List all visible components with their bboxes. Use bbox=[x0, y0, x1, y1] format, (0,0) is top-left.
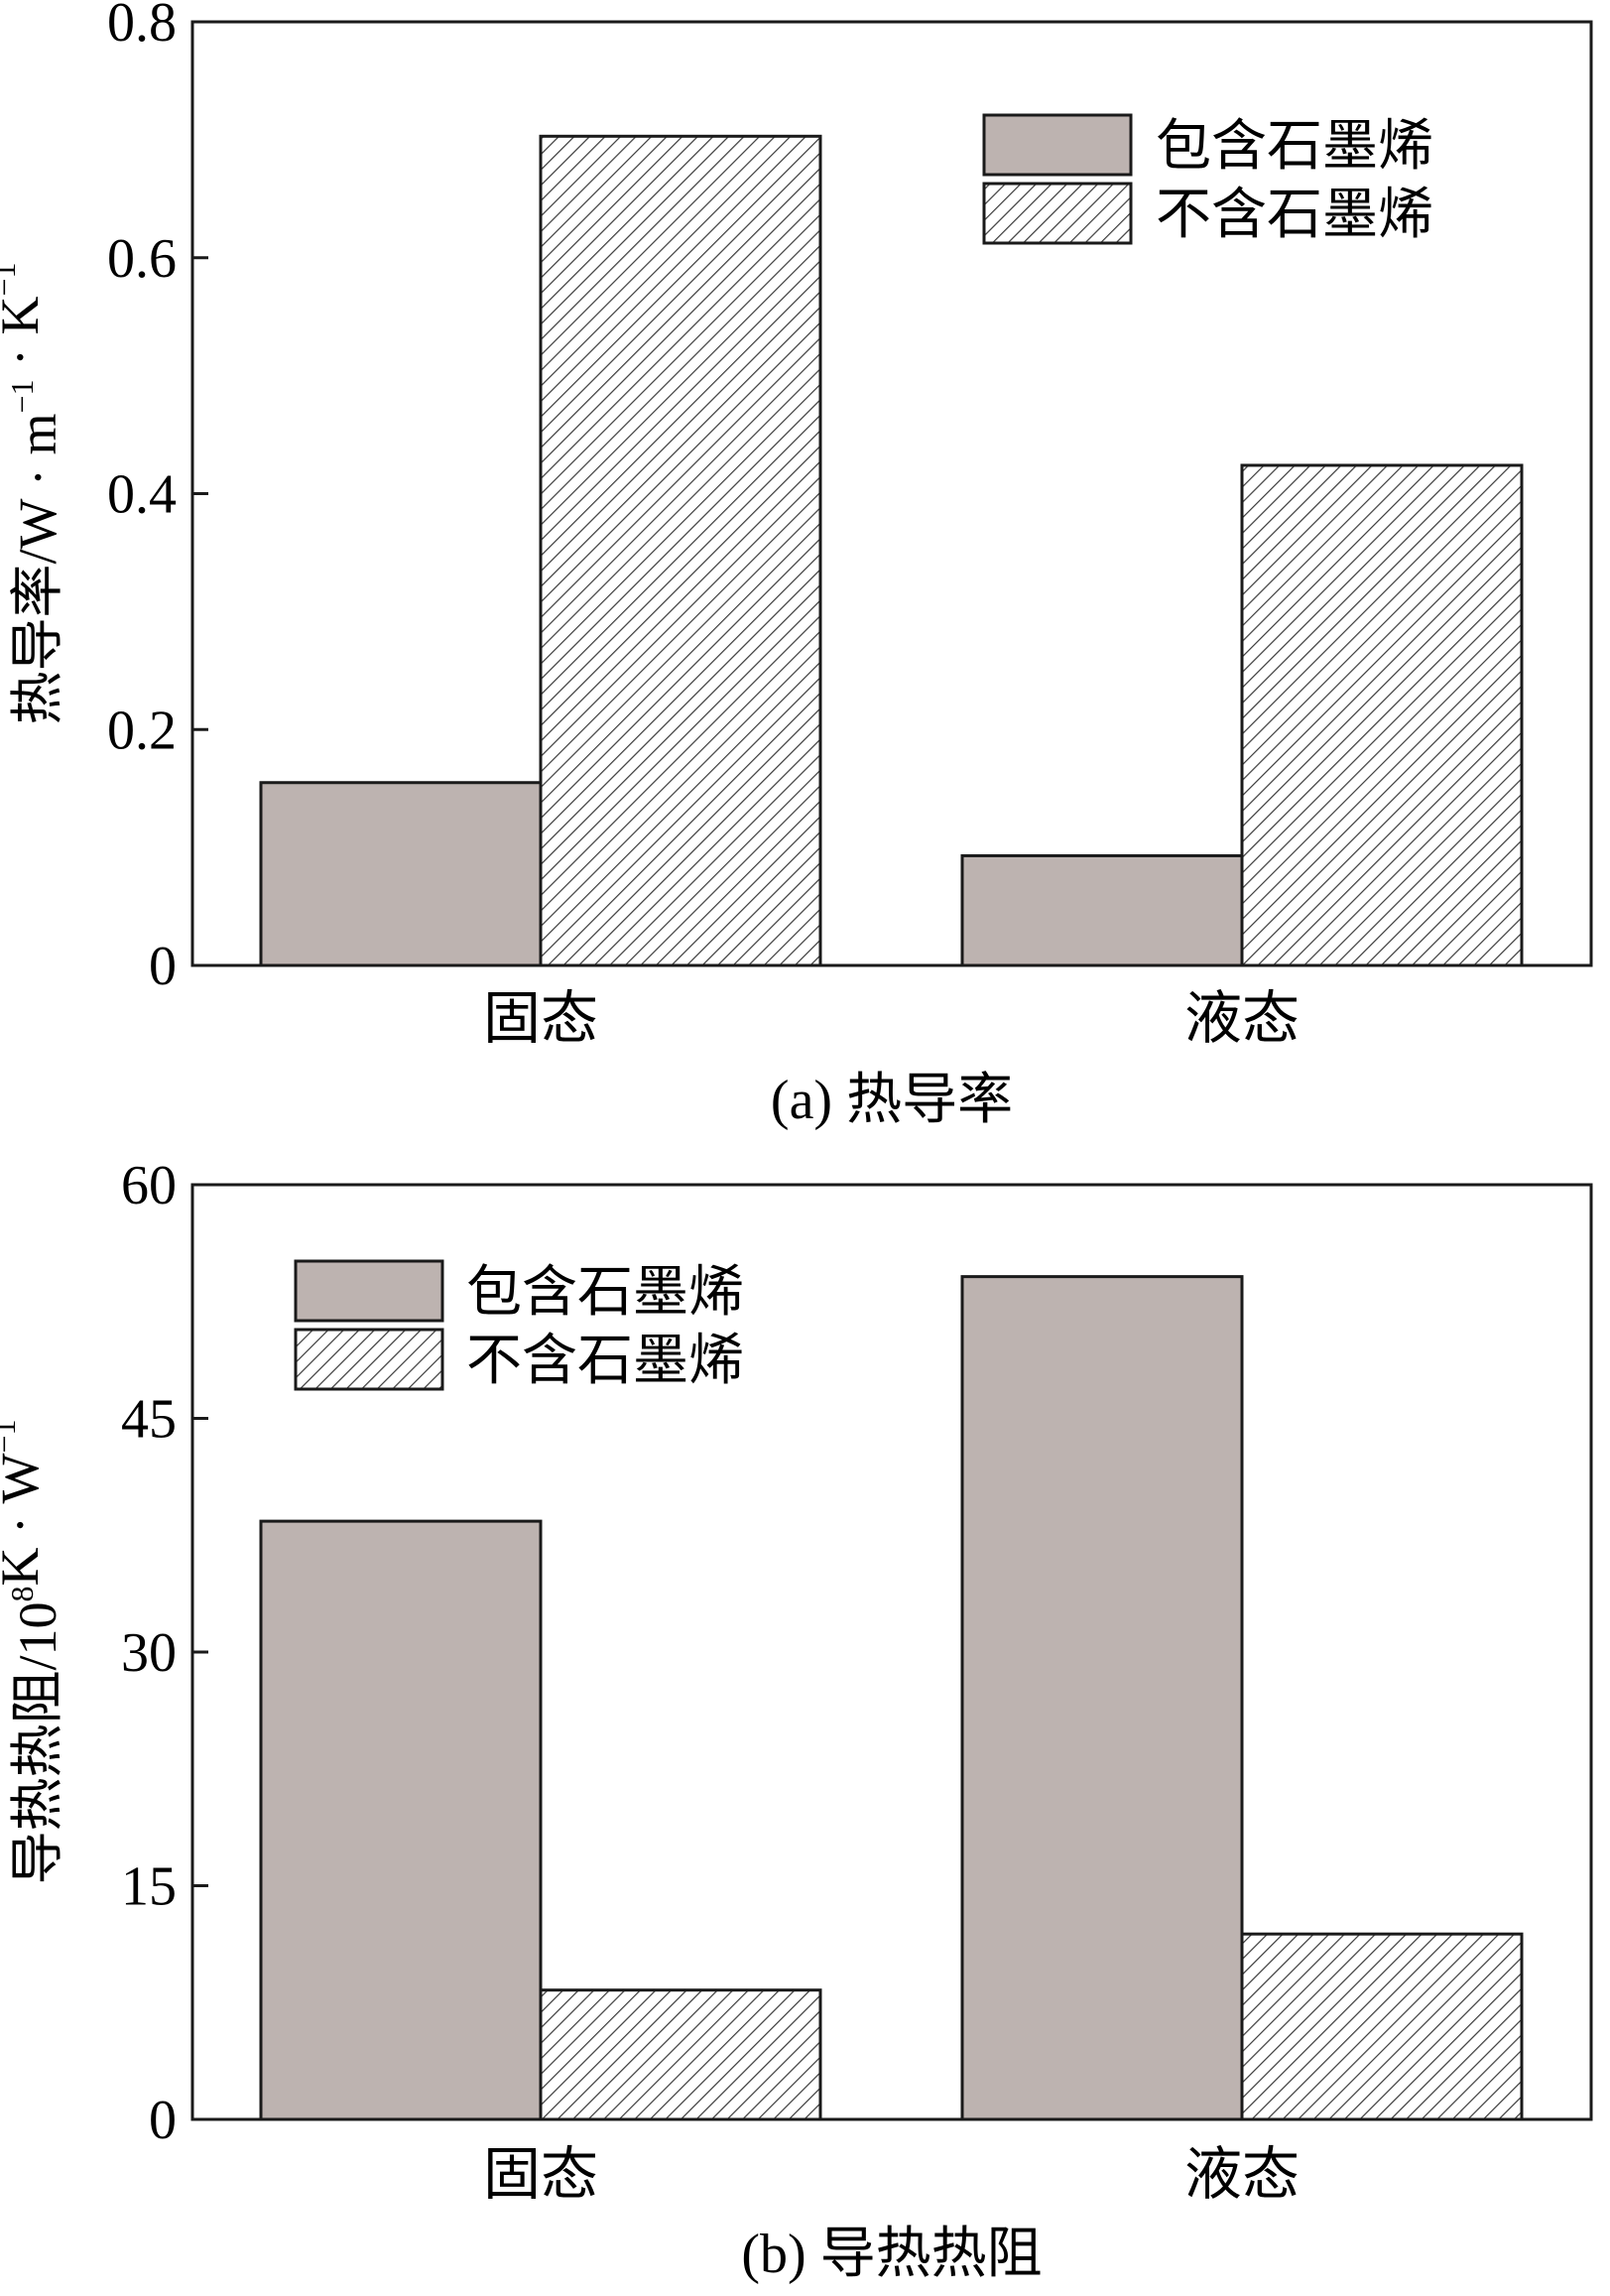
legend-swatch bbox=[294, 1259, 444, 1323]
y-tick-label: 0.4 bbox=[107, 464, 177, 526]
y-axis-label-part: 热导率/W · m bbox=[8, 414, 67, 725]
y-tick-label: 60 bbox=[121, 1155, 177, 1216]
y-axis-label-superscript: −1 bbox=[0, 262, 22, 296]
y-tick-label: 0.8 bbox=[107, 0, 177, 54]
panel-caption-label: (a) bbox=[771, 1070, 846, 1131]
y-tick-label: 0 bbox=[149, 2090, 177, 2151]
legend-swatch bbox=[294, 1328, 444, 1391]
x-tick-label: 固态 bbox=[483, 2142, 598, 2207]
y-tick-label: 30 bbox=[121, 1622, 177, 1684]
y-axis-label: 导热热阻/108K · W−1 bbox=[0, 1419, 67, 1884]
bar-b-without-graphene-0 bbox=[539, 1988, 822, 2121]
y-axis-label: 热导率/W · m−1 · K−1 bbox=[0, 262, 67, 724]
y-axis-label-part: · K bbox=[0, 297, 50, 380]
legend-swatch bbox=[982, 113, 1133, 177]
bar-a-with-graphene-1 bbox=[960, 853, 1244, 967]
legend-swatch bbox=[982, 182, 1133, 245]
y-tick-label: 15 bbox=[121, 1856, 177, 1918]
legend-label: 包含石墨烯 bbox=[1156, 116, 1433, 178]
y-tick-label: 0.6 bbox=[107, 228, 177, 290]
bar-b-with-graphene-0 bbox=[259, 1519, 543, 2121]
bar-a-without-graphene-0 bbox=[539, 134, 822, 967]
bar-b-without-graphene-1 bbox=[1240, 1932, 1524, 2121]
y-tick-label: 0.2 bbox=[107, 700, 177, 761]
panel-caption: (a) 热导率 bbox=[771, 1070, 1013, 1131]
bar-a-without-graphene-1 bbox=[1240, 463, 1524, 967]
legend-label: 不含石墨烯 bbox=[466, 1331, 744, 1392]
bar-a-with-graphene-0 bbox=[259, 781, 543, 967]
x-tick-label: 液态 bbox=[1184, 986, 1300, 1051]
y-axis-label-superscript: −1 bbox=[4, 380, 40, 414]
y-tick-label: 0 bbox=[149, 936, 177, 997]
panel-caption-title: 导热热阻 bbox=[820, 2224, 1043, 2285]
panel-caption-label: (b) bbox=[741, 2224, 819, 2285]
x-tick-label: 固态 bbox=[483, 986, 598, 1051]
y-axis-label-part: K · W bbox=[0, 1454, 50, 1587]
y-tick-label: 45 bbox=[121, 1389, 177, 1451]
bar-b-with-graphene-1 bbox=[960, 1275, 1244, 2121]
panel-caption: (b) 导热热阻 bbox=[741, 2224, 1042, 2285]
y-axis-label-part: 导热热阻/10 bbox=[8, 1602, 67, 1885]
legend-label: 包含石墨烯 bbox=[466, 1262, 744, 1324]
y-axis-label-superscript: 8 bbox=[4, 1587, 40, 1602]
x-tick-label: 液态 bbox=[1184, 2142, 1300, 2207]
legend-label: 不含石墨烯 bbox=[1156, 185, 1433, 246]
panel-caption-title: 热导率 bbox=[846, 1070, 1013, 1131]
y-axis-label-superscript: −1 bbox=[0, 1419, 22, 1453]
